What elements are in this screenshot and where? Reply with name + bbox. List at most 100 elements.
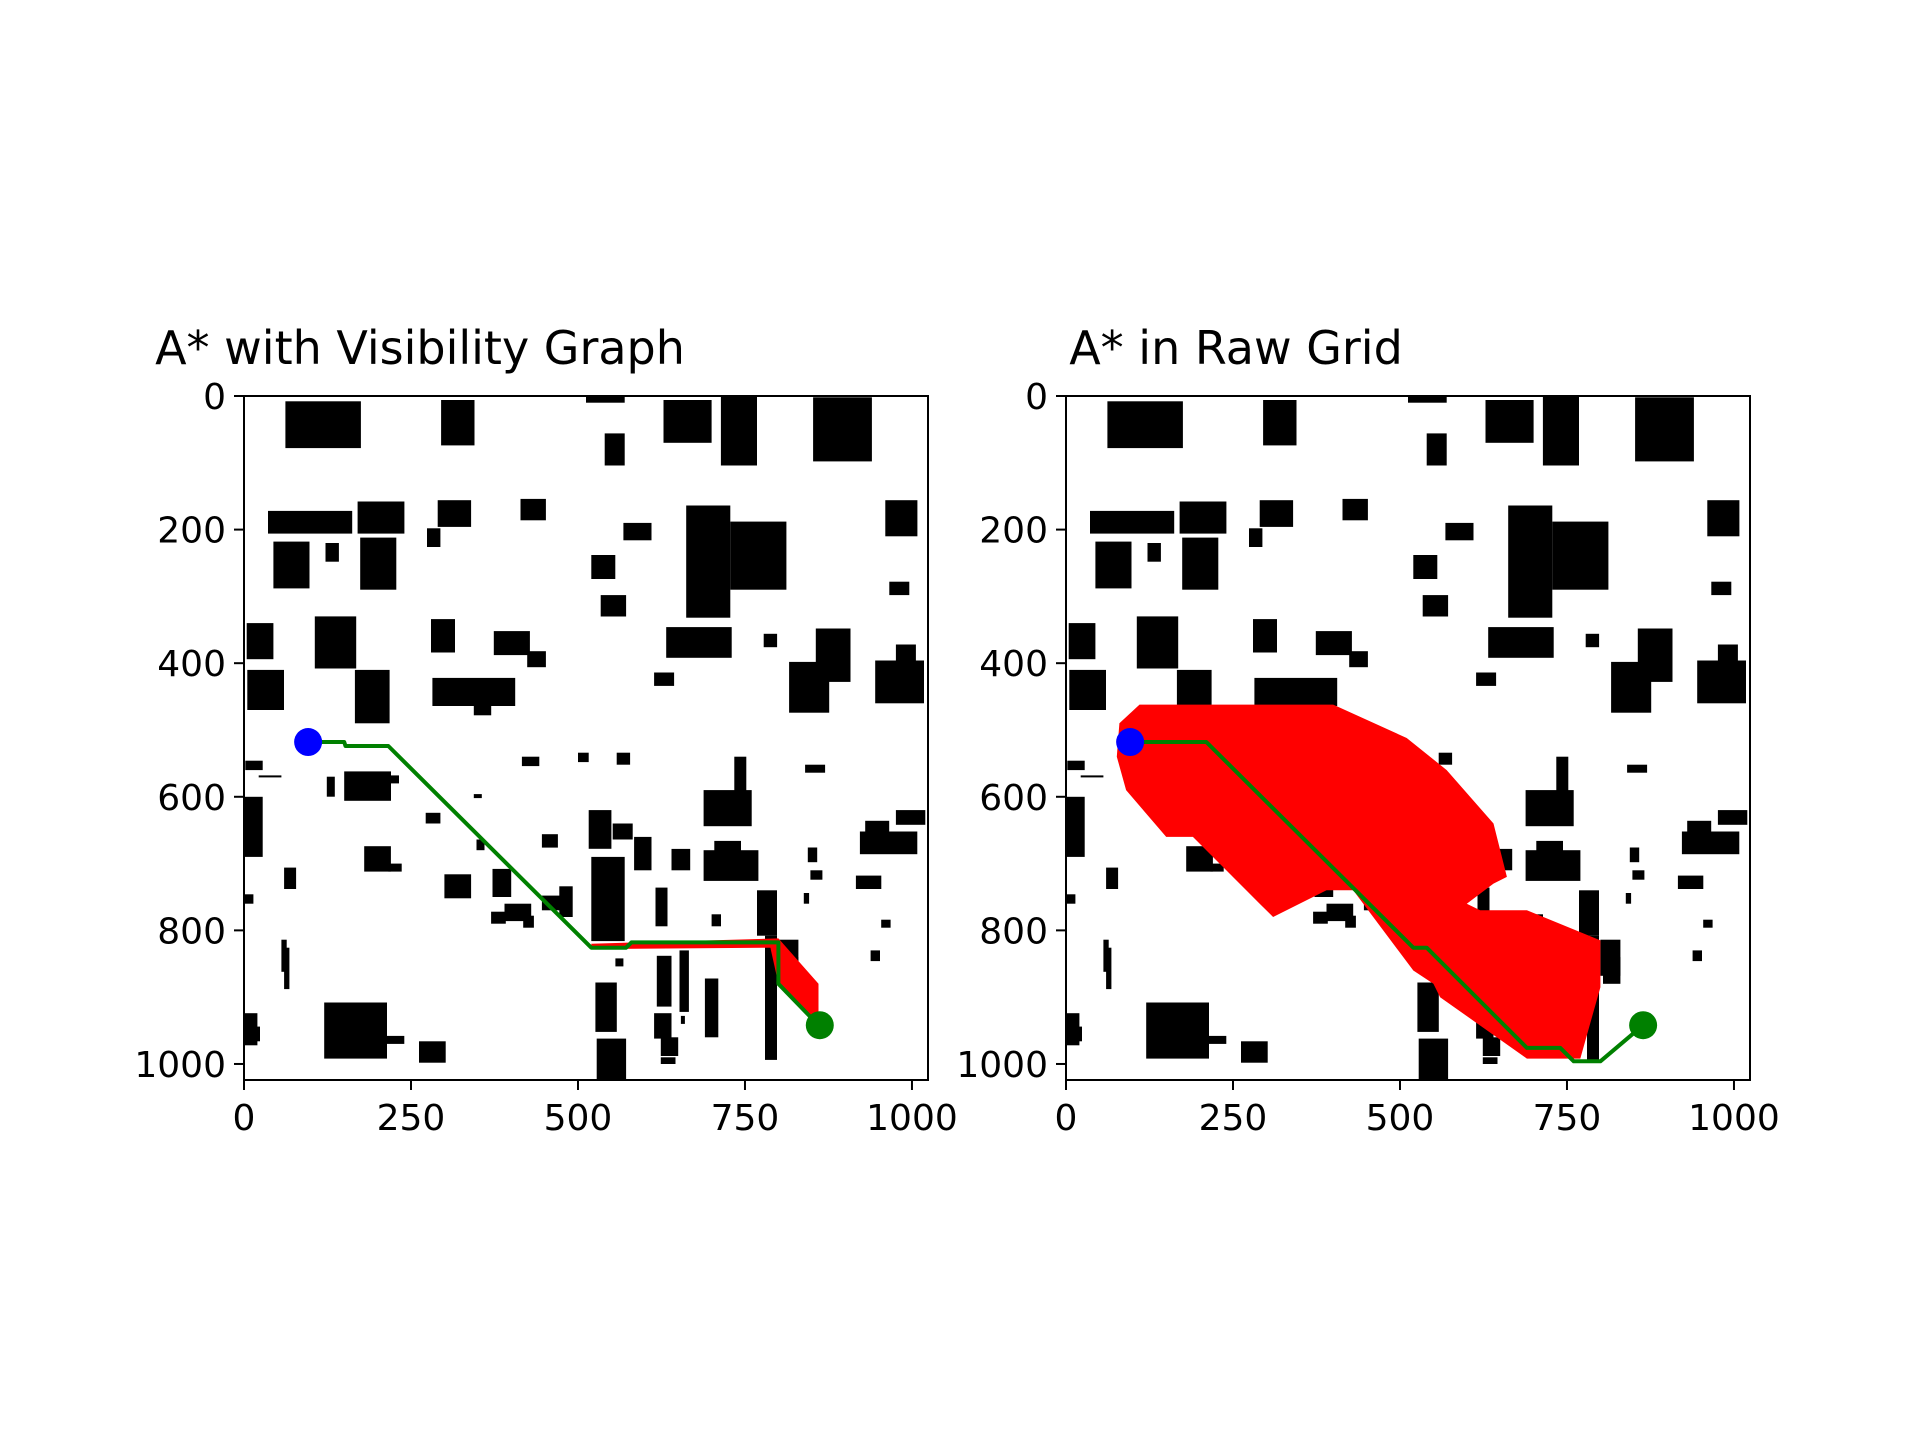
plot-area bbox=[1066, 396, 1748, 1080]
obstacle bbox=[654, 672, 675, 686]
obstacle bbox=[600, 595, 627, 617]
obstacle bbox=[1476, 672, 1497, 686]
obstacle bbox=[1342, 498, 1368, 521]
obstacle bbox=[1080, 775, 1104, 778]
obstacle bbox=[246, 623, 274, 660]
chart-panel-visibility-graph: A* with Visibility Graph 0 250 500 750 10000… bbox=[134, 321, 957, 1139]
y-tick-label: 0 bbox=[1025, 377, 1048, 418]
obstacle bbox=[656, 955, 672, 1007]
obstacle bbox=[1179, 501, 1227, 534]
obstacle bbox=[704, 978, 719, 1038]
obstacle bbox=[1485, 400, 1534, 443]
obstacle bbox=[1090, 510, 1175, 534]
obstacle bbox=[1147, 543, 1161, 562]
obstacle bbox=[1249, 528, 1263, 547]
obstacle bbox=[666, 627, 732, 658]
obstacle bbox=[559, 886, 573, 917]
obstacle bbox=[1313, 911, 1328, 924]
obstacle bbox=[889, 581, 910, 596]
x-tick-label: 1000 bbox=[1688, 1098, 1780, 1139]
obstacle bbox=[523, 915, 534, 928]
obstacle bbox=[663, 400, 712, 443]
y-tick-label: 600 bbox=[157, 778, 226, 819]
y-tick-label: 400 bbox=[979, 644, 1048, 685]
obstacle bbox=[711, 914, 721, 927]
obstacle bbox=[364, 780, 379, 793]
obstacle bbox=[419, 1041, 446, 1063]
obstacle bbox=[1107, 401, 1183, 449]
chart-title: A* with Visibility Graph bbox=[155, 321, 685, 375]
x-tick-label: 0 bbox=[233, 1098, 256, 1139]
obstacle bbox=[805, 764, 826, 773]
obstacle bbox=[381, 775, 399, 784]
obstacle bbox=[810, 870, 823, 880]
obstacle bbox=[1585, 633, 1600, 648]
obstacle bbox=[437, 500, 472, 527]
obstacle bbox=[686, 505, 731, 618]
obstacle bbox=[1525, 850, 1581, 881]
obstacle bbox=[591, 555, 616, 579]
obstacle bbox=[492, 868, 512, 897]
obstacle bbox=[325, 543, 339, 562]
obstacle bbox=[1556, 756, 1569, 797]
obstacle-map bbox=[244, 396, 926, 1080]
obstacle bbox=[885, 500, 918, 537]
obstacle bbox=[1611, 661, 1652, 713]
axes-frame bbox=[1065, 395, 1751, 1081]
obstacle bbox=[1717, 644, 1738, 665]
obstacle bbox=[326, 776, 335, 797]
obstacle bbox=[388, 863, 402, 872]
y-tick-label: 800 bbox=[157, 911, 226, 952]
obstacle bbox=[1536, 840, 1563, 853]
obstacle bbox=[1068, 623, 1096, 660]
obstacle bbox=[491, 911, 506, 924]
y-tick-label: 1000 bbox=[134, 1045, 226, 1086]
obstacle bbox=[1067, 760, 1085, 771]
obstacle bbox=[680, 1015, 685, 1024]
obstacle bbox=[244, 1026, 260, 1042]
obstacle bbox=[1552, 521, 1609, 590]
obstacle bbox=[1579, 890, 1599, 936]
obstacle bbox=[1069, 669, 1106, 710]
obstacle bbox=[244, 894, 254, 904]
obstacle bbox=[245, 760, 263, 771]
obstacle bbox=[1542, 396, 1579, 466]
y-tick-label: 200 bbox=[979, 511, 1048, 552]
obstacle bbox=[595, 982, 617, 1032]
obstacle bbox=[596, 1038, 627, 1080]
obstacle bbox=[520, 498, 546, 521]
obstacle bbox=[1627, 764, 1648, 773]
obstacle bbox=[473, 794, 482, 799]
obstacle bbox=[1207, 1035, 1227, 1044]
obstacle bbox=[1717, 810, 1748, 825]
x-tick-label: 250 bbox=[1199, 1098, 1268, 1139]
obstacle bbox=[615, 958, 624, 967]
obstacle bbox=[244, 796, 263, 857]
chart-title: A* in Raw Grid bbox=[1069, 321, 1403, 375]
chart-panel-raw-grid: A* in Raw Grid 0 250 500 750 100002004006008… bbox=[956, 321, 1779, 1139]
obstacle bbox=[541, 834, 558, 848]
obstacle bbox=[354, 669, 390, 724]
obstacle bbox=[1438, 752, 1453, 765]
obstacle bbox=[1066, 894, 1076, 904]
planned-path bbox=[308, 740, 820, 1027]
obstacle bbox=[1697, 660, 1746, 704]
x-tick-label: 1000 bbox=[866, 1098, 958, 1139]
x-tick-label: 750 bbox=[1533, 1098, 1602, 1139]
obstacle bbox=[1418, 1038, 1449, 1080]
x-tick-label: 500 bbox=[1366, 1098, 1435, 1139]
obstacle bbox=[578, 752, 589, 763]
obstacle bbox=[284, 947, 290, 990]
obstacle bbox=[1600, 939, 1621, 976]
obstacle bbox=[720, 396, 757, 466]
obstacle bbox=[634, 836, 652, 871]
obstacle bbox=[660, 1037, 679, 1056]
obstacle bbox=[765, 935, 777, 1060]
axes-frame bbox=[243, 395, 929, 1081]
obstacle bbox=[616, 752, 631, 765]
obstacle bbox=[855, 875, 882, 889]
obstacle bbox=[284, 867, 297, 889]
obstacle bbox=[1349, 651, 1368, 668]
obstacle bbox=[1315, 631, 1352, 656]
obstacle bbox=[1106, 867, 1119, 889]
